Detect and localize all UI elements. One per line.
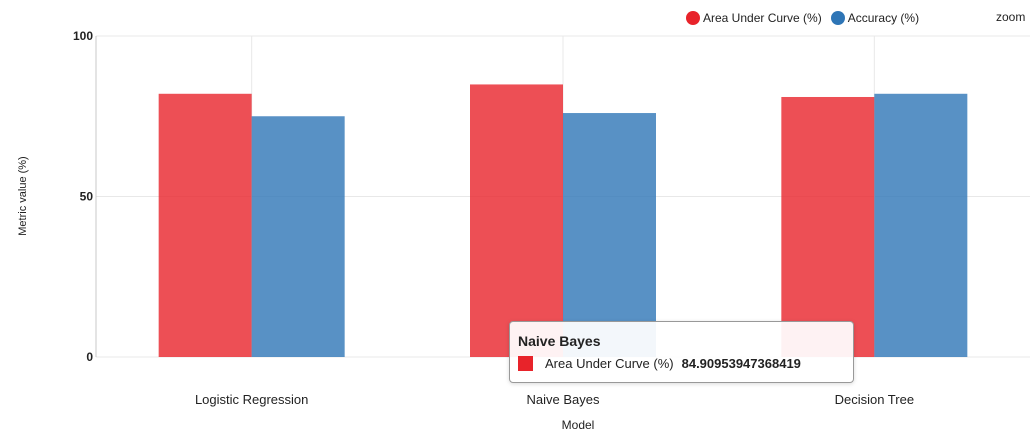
tooltip-value: 84.90953947368419 bbox=[681, 356, 801, 371]
bar-accuracy-1[interactable] bbox=[563, 113, 656, 357]
bar-auc-2[interactable] bbox=[781, 96, 875, 358]
bar-accuracy-0[interactable] bbox=[251, 116, 345, 357]
legend-swatch-accuracy-icon bbox=[830, 11, 845, 25]
y-axis-title: Metric value (%) bbox=[17, 156, 29, 235]
tooltip-title: Naive Bayes bbox=[518, 333, 601, 349]
y-tick-label-0: 0 bbox=[86, 350, 93, 364]
legend-item-accuracy[interactable]: Accuracy (%) bbox=[830, 11, 920, 25]
tooltip-series-name: Area Under Curve (%) bbox=[545, 356, 674, 371]
x-tick-label-0: Logistic Regression bbox=[195, 392, 308, 407]
legend: Area Under Curve (%) Accuracy (%) bbox=[686, 9, 928, 27]
tooltip: Naive Bayes Area Under Curve (%) 84.9095… bbox=[509, 321, 854, 383]
tooltip-row: Area Under Curve (%) 84.90953947368419 bbox=[518, 356, 801, 371]
bar-auc-0[interactable] bbox=[158, 93, 252, 357]
zoom-control[interactable]: zoom bbox=[996, 10, 1026, 24]
x-tick-label-2: Decision Tree bbox=[835, 392, 914, 407]
bar-auc-1[interactable] bbox=[470, 84, 563, 358]
legend-swatch-auc-icon bbox=[686, 11, 700, 25]
y-tick-label-1: 50 bbox=[80, 190, 94, 204]
y-tick-label-2: 100 bbox=[73, 29, 93, 43]
x-tick-label-1: Naive Bayes bbox=[527, 392, 600, 407]
legend-item-auc[interactable]: Area Under Curve (%) bbox=[686, 11, 822, 25]
legend-label-auc: Area Under Curve (%) bbox=[703, 11, 822, 25]
tooltip-swatch-icon bbox=[518, 356, 533, 371]
x-axis-title: Model bbox=[562, 418, 595, 431]
legend-label-accuracy: Accuracy (%) bbox=[847, 11, 920, 25]
bar-accuracy-2[interactable] bbox=[874, 93, 968, 357]
